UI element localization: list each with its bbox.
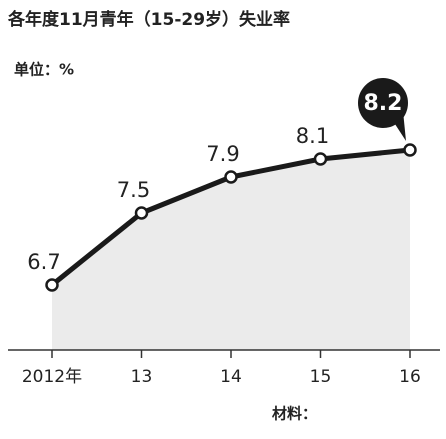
marker: [134, 206, 149, 220]
marker: [313, 152, 328, 166]
x-tick-label: 13: [131, 367, 153, 387]
callout: [358, 78, 408, 128]
x-tick-label: 14: [220, 367, 242, 387]
source: 材料：: [272, 405, 317, 423]
chart-subtitle: 单位：%: [14, 61, 74, 79]
x-tick-label: 16: [399, 367, 421, 387]
value-label: 7.9: [206, 142, 239, 166]
chart-title: 各年度11月青年（15-29岁）失业率: [7, 9, 290, 30]
marker: [45, 278, 59, 292]
value-label: 8.1: [296, 124, 329, 148]
marker: [403, 143, 417, 157]
marker: [224, 170, 238, 184]
value-label: 6.7: [27, 250, 60, 274]
area: [52, 150, 410, 350]
x-tick-label: 15: [310, 367, 332, 387]
value-label: 7.5: [117, 178, 150, 202]
x-tick-label: 2012年: [22, 367, 82, 387]
value-label: 8.2: [364, 91, 403, 116]
